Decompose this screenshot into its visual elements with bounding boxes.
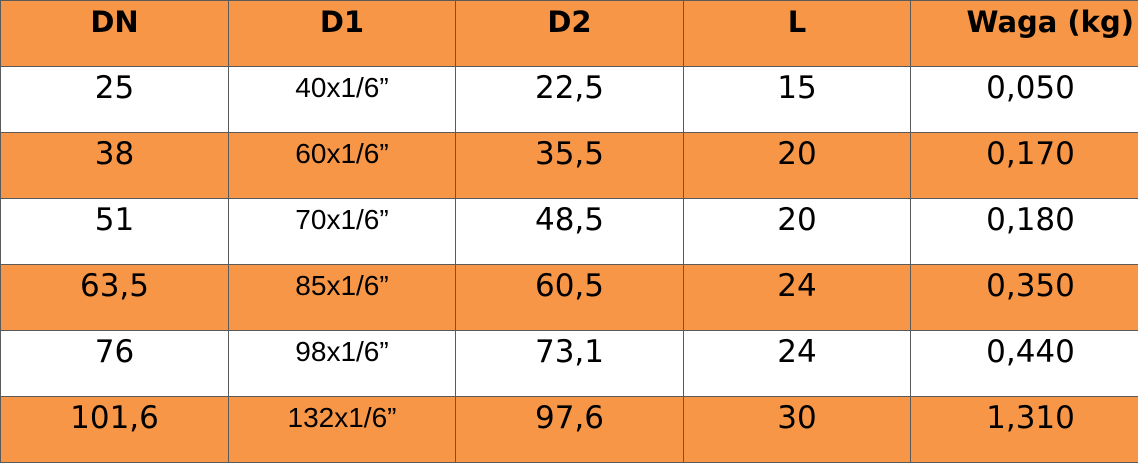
cell-l: 30 (684, 397, 911, 463)
cell-dn: 101,6 (1, 397, 229, 463)
cell-weight: 0,170 (911, 133, 1138, 199)
cell-dn: 63,5 (1, 265, 229, 331)
cell-dn: 76 (1, 331, 229, 397)
table-header-row: DN D1 D2 L Waga (kg) (1, 1, 1138, 67)
cell-d2: 48,5 (456, 199, 684, 265)
cell-l: 24 (684, 265, 911, 331)
cell-weight: 0,180 (911, 199, 1138, 265)
cell-dn: 25 (1, 67, 229, 133)
cell-l: 15 (684, 67, 911, 133)
header-weight: Waga (kg) (911, 1, 1138, 67)
header-dn: DN (1, 1, 229, 67)
cell-d1: 85x1/6” (229, 265, 456, 331)
cell-d1: 60x1/6” (229, 133, 456, 199)
header-d2: D2 (456, 1, 684, 67)
header-l: L (684, 1, 911, 67)
cell-d1: 98x1/6” (229, 331, 456, 397)
table-row: 25 40x1/6” 22,5 15 0,050 (1, 67, 1138, 133)
cell-weight: 0,440 (911, 331, 1138, 397)
table-row: 101,6 132x1/6” 97,6 30 1,310 (1, 397, 1138, 463)
cell-d2: 97,6 (456, 397, 684, 463)
cell-d1: 132x1/6” (229, 397, 456, 463)
cell-weight: 0,350 (911, 265, 1138, 331)
table-row: 38 60x1/6” 35,5 20 0,170 (1, 133, 1138, 199)
table-row: 51 70x1/6” 48,5 20 0,180 (1, 199, 1138, 265)
cell-d1: 70x1/6” (229, 199, 456, 265)
table-row: 76 98x1/6” 73,1 24 0,440 (1, 331, 1138, 397)
cell-l: 24 (684, 331, 911, 397)
cell-d2: 22,5 (456, 67, 684, 133)
cell-weight: 0,050 (911, 67, 1138, 133)
cell-l: 20 (684, 133, 911, 199)
cell-d2: 73,1 (456, 331, 684, 397)
cell-dn: 51 (1, 199, 229, 265)
cell-d2: 35,5 (456, 133, 684, 199)
cell-weight: 1,310 (911, 397, 1138, 463)
cell-d1: 40x1/6” (229, 67, 456, 133)
header-d1: D1 (229, 1, 456, 67)
table-row: 63,5 85x1/6” 60,5 24 0,350 (1, 265, 1138, 331)
cell-dn: 38 (1, 133, 229, 199)
cell-l: 20 (684, 199, 911, 265)
cell-d2: 60,5 (456, 265, 684, 331)
